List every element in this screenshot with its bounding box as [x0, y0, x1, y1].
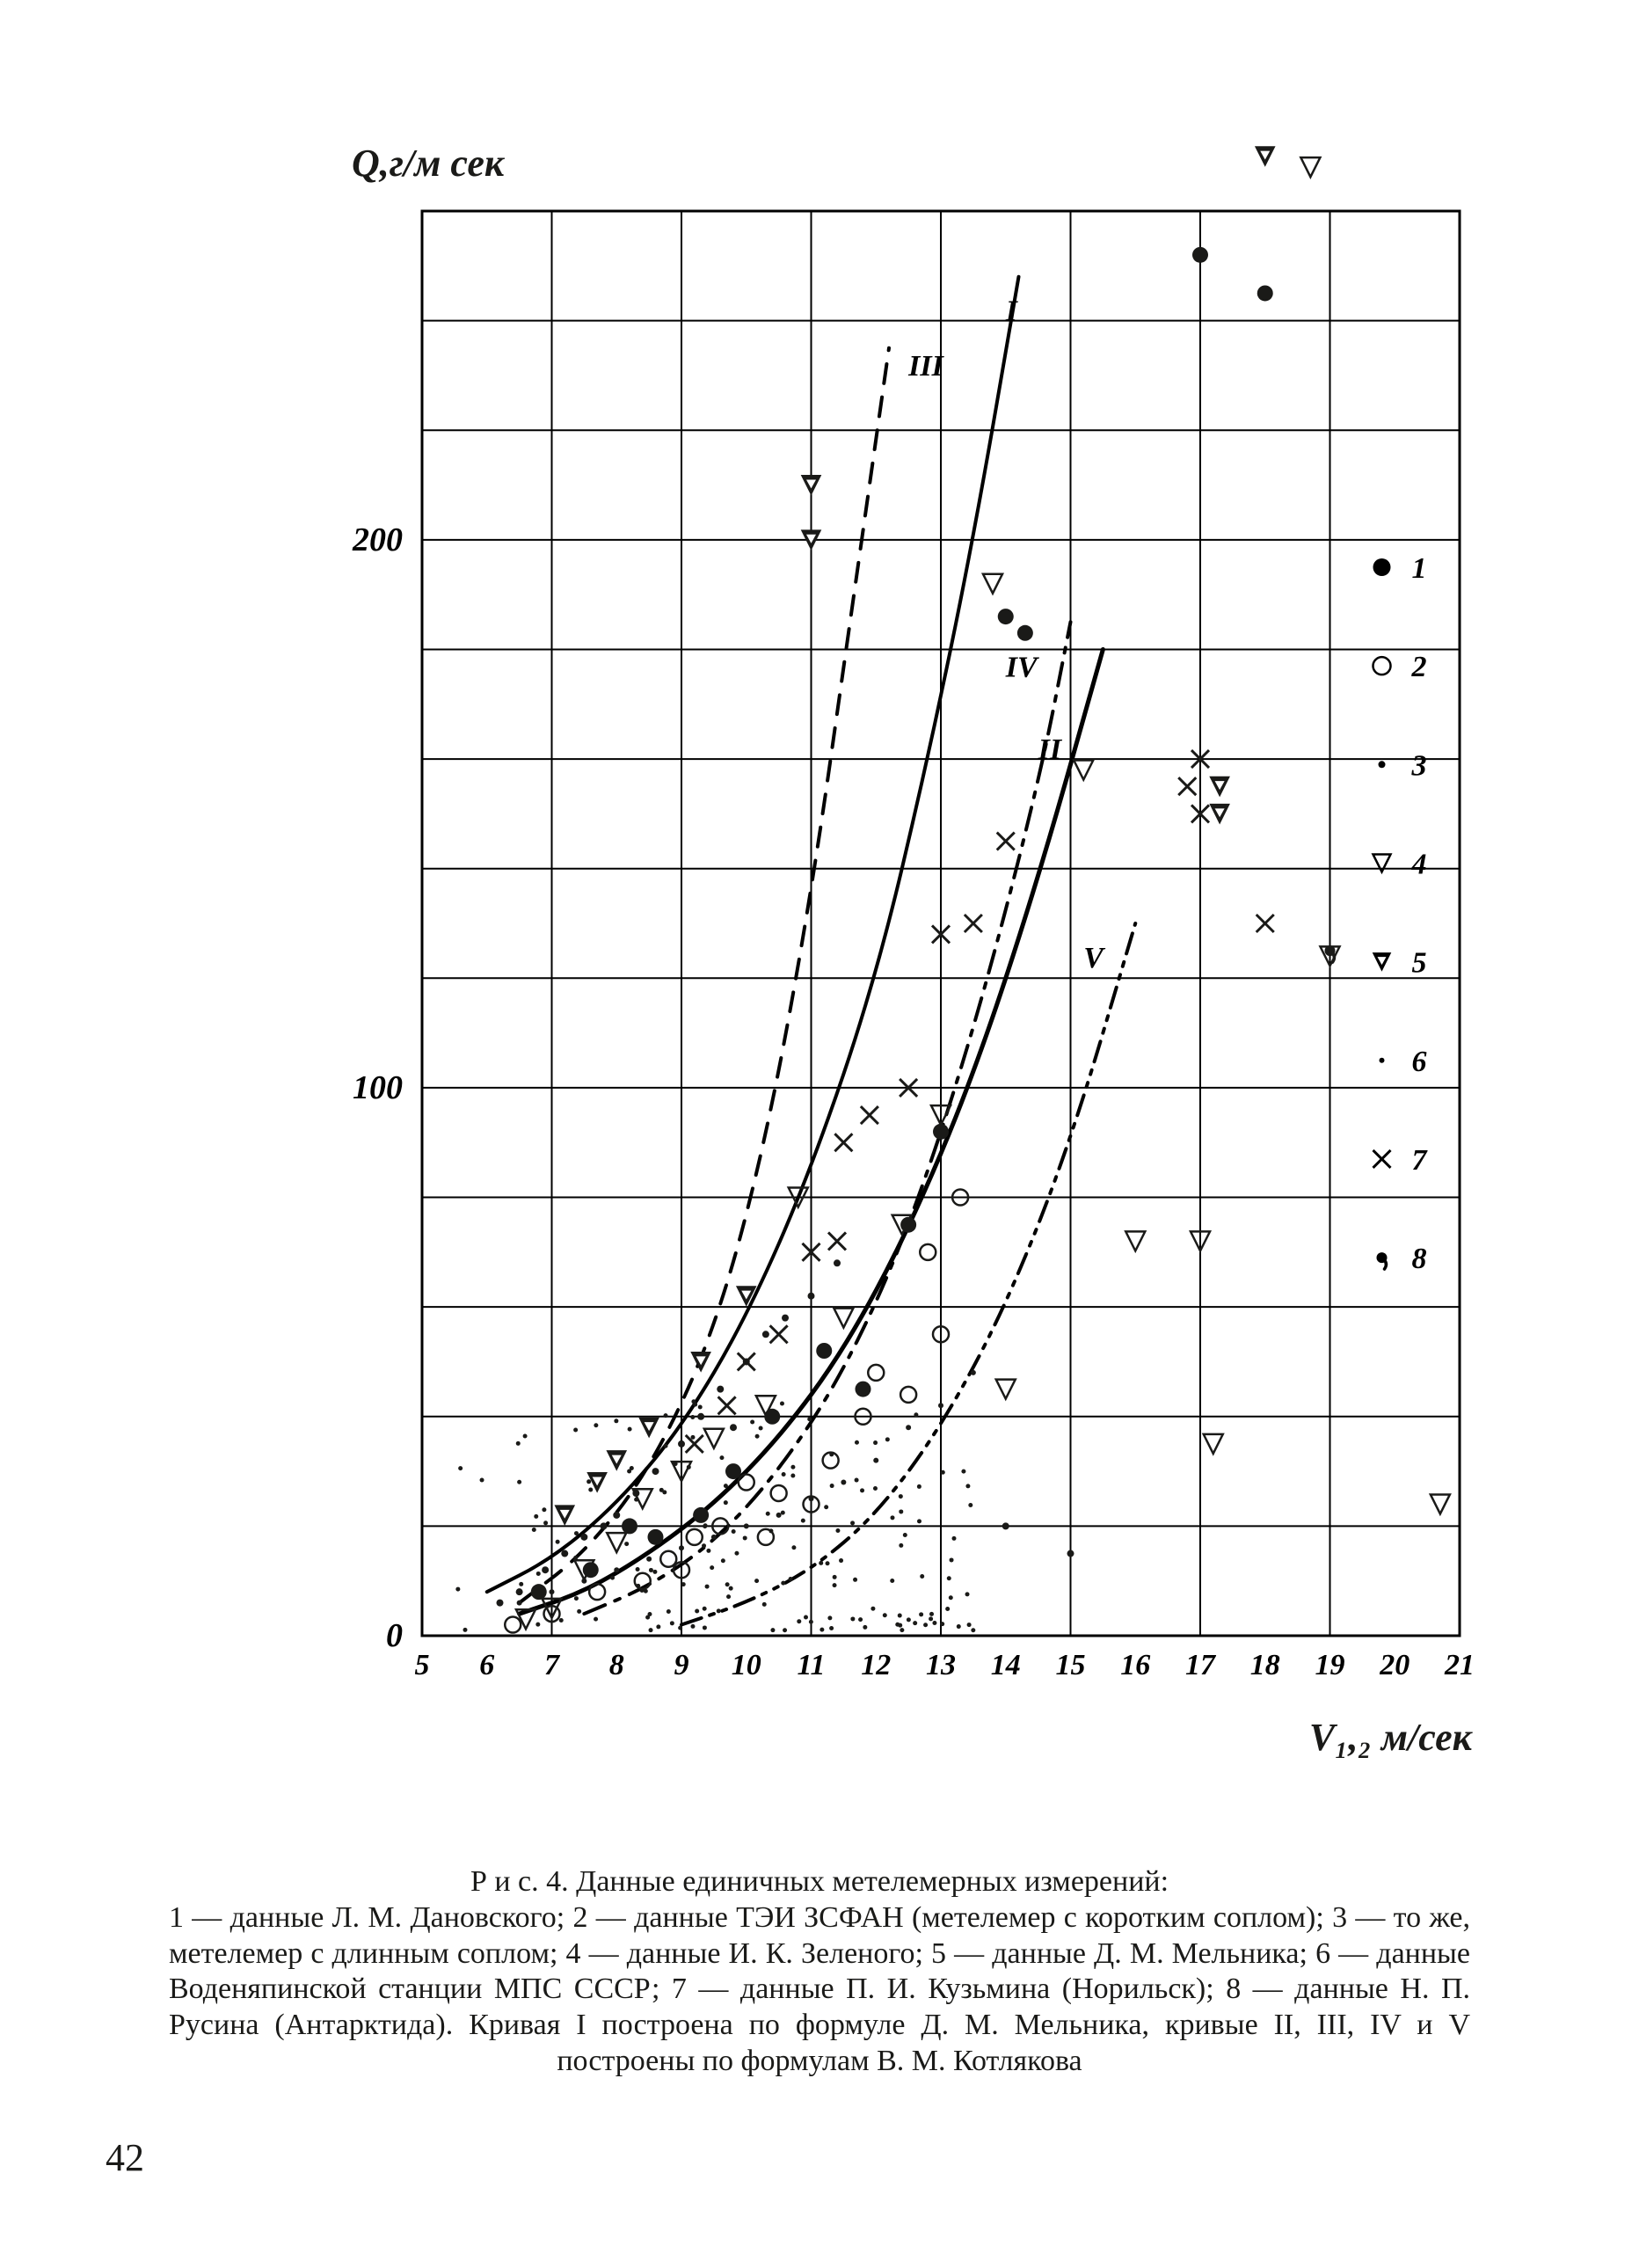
svg-text:10: 10 — [732, 1649, 761, 1681]
svg-text:21: 21 — [1444, 1649, 1475, 1681]
svg-text:5: 5 — [415, 1649, 430, 1681]
svg-text:13: 13 — [926, 1649, 956, 1681]
svg-text:16: 16 — [1120, 1649, 1150, 1681]
svg-text:V: V — [1083, 942, 1105, 974]
svg-text:5: 5 — [1412, 947, 1427, 980]
chart-svg: 567891011121314151617181920210100200IIII… — [106, 141, 1533, 1741]
svg-text:7: 7 — [1412, 1144, 1429, 1177]
svg-text:14: 14 — [991, 1649, 1021, 1681]
svg-text:8: 8 — [609, 1649, 624, 1681]
x-axis-label: V₁,₂ м/сек — [1309, 1715, 1472, 1760]
svg-text:0: 0 — [386, 1617, 403, 1654]
page: Q,г/м сек 567891011121314151617181920210… — [0, 0, 1639, 2268]
figure-caption: Р и с. 4. Данные единичных метелемерных … — [169, 1864, 1470, 2080]
svg-text:200: 200 — [352, 521, 403, 558]
svg-text:3: 3 — [1411, 749, 1427, 782]
svg-text:17: 17 — [1185, 1649, 1217, 1681]
y-axis-label: Q,г/м сек — [352, 141, 504, 186]
svg-text:100: 100 — [353, 1069, 403, 1106]
svg-text:8: 8 — [1412, 1243, 1427, 1275]
svg-text:19: 19 — [1315, 1649, 1345, 1681]
svg-text:7: 7 — [544, 1649, 561, 1681]
svg-text:I: I — [1005, 295, 1019, 328]
svg-text:18: 18 — [1250, 1649, 1280, 1681]
svg-text:6: 6 — [1412, 1046, 1427, 1078]
svg-text:15: 15 — [1056, 1649, 1086, 1681]
caption-body: 1 — данные Л. М. Дановского; 2 — данные … — [169, 1901, 1470, 2077]
svg-text:6: 6 — [479, 1649, 494, 1681]
page-number: 42 — [106, 2135, 144, 2180]
svg-text:IV: IV — [1005, 652, 1039, 684]
svg-text:12: 12 — [861, 1649, 891, 1681]
svg-text:9: 9 — [674, 1649, 689, 1681]
svg-text:11: 11 — [797, 1649, 825, 1681]
svg-text:20: 20 — [1379, 1649, 1410, 1681]
svg-text:2: 2 — [1411, 651, 1427, 683]
chart-container: Q,г/м сек 567891011121314151617181920210… — [106, 141, 1533, 1829]
svg-text:4: 4 — [1411, 848, 1427, 880]
caption-title: Р и с. 4. Данные единичных метелемерных … — [169, 1864, 1470, 1900]
svg-text:1: 1 — [1412, 552, 1427, 585]
svg-text:III: III — [907, 350, 944, 383]
